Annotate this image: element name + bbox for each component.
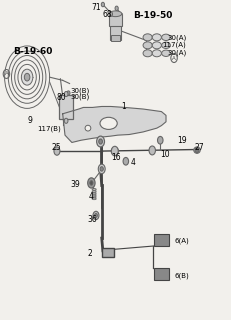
Circle shape [90,181,93,185]
Text: 117(B): 117(B) [37,125,61,132]
Ellipse shape [85,125,91,131]
Ellipse shape [143,34,152,41]
Text: B-19-60: B-19-60 [13,47,53,56]
Circle shape [100,167,103,171]
Text: 117(A): 117(A) [163,41,186,48]
Ellipse shape [143,50,152,57]
Text: 30(B): 30(B) [71,94,90,100]
Ellipse shape [162,50,170,56]
Text: 30(B): 30(B) [71,87,90,94]
Circle shape [111,146,118,156]
Text: 4: 4 [89,192,94,201]
Bar [111,35,120,42]
Text: 30(A): 30(A) [167,49,186,56]
Circle shape [93,211,99,220]
Text: 68: 68 [103,10,112,19]
Ellipse shape [194,147,200,153]
Text: B-19-50: B-19-50 [133,11,172,20]
Bar [109,14,122,26]
Text: 25: 25 [51,143,61,152]
Circle shape [99,139,102,144]
Ellipse shape [143,42,152,49]
Text: 19: 19 [177,136,187,145]
Polygon shape [63,107,166,142]
Text: 39: 39 [71,180,80,189]
Text: A: A [172,56,176,60]
Circle shape [88,178,95,188]
Text: 6(B): 6(B) [175,272,189,279]
Text: 1: 1 [121,102,126,111]
Text: 71: 71 [91,3,101,12]
Text: 27: 27 [195,143,204,152]
Ellipse shape [100,117,117,129]
Circle shape [54,147,60,155]
Bar [110,20,121,40]
Text: 9: 9 [28,116,33,125]
Circle shape [101,2,104,7]
Circle shape [195,148,199,153]
Bar [154,234,169,246]
Bar [154,268,169,280]
Text: 80: 80 [57,93,67,102]
Circle shape [64,118,68,123]
Circle shape [115,6,118,11]
Circle shape [67,91,70,95]
Circle shape [95,213,97,217]
Bar [102,248,114,257]
Text: 10: 10 [160,150,170,159]
Text: 6(A): 6(A) [175,237,189,244]
Text: 30(A): 30(A) [167,34,186,41]
Circle shape [97,136,104,147]
Ellipse shape [109,11,122,17]
Circle shape [109,12,112,16]
Text: 4: 4 [131,158,135,167]
Circle shape [21,69,33,85]
Circle shape [24,73,30,81]
Ellipse shape [111,148,119,155]
Text: 16: 16 [111,153,121,162]
Ellipse shape [162,34,170,41]
Ellipse shape [152,34,161,41]
Ellipse shape [152,42,161,49]
Text: A: A [5,71,8,76]
Bar [59,95,73,119]
Circle shape [149,146,155,155]
Circle shape [63,97,67,102]
Text: 36: 36 [88,215,97,224]
Circle shape [123,157,129,165]
Text: 2: 2 [88,249,92,258]
Ellipse shape [162,42,170,49]
Circle shape [98,164,105,174]
Circle shape [64,92,68,97]
Ellipse shape [152,50,161,57]
Circle shape [158,136,163,144]
